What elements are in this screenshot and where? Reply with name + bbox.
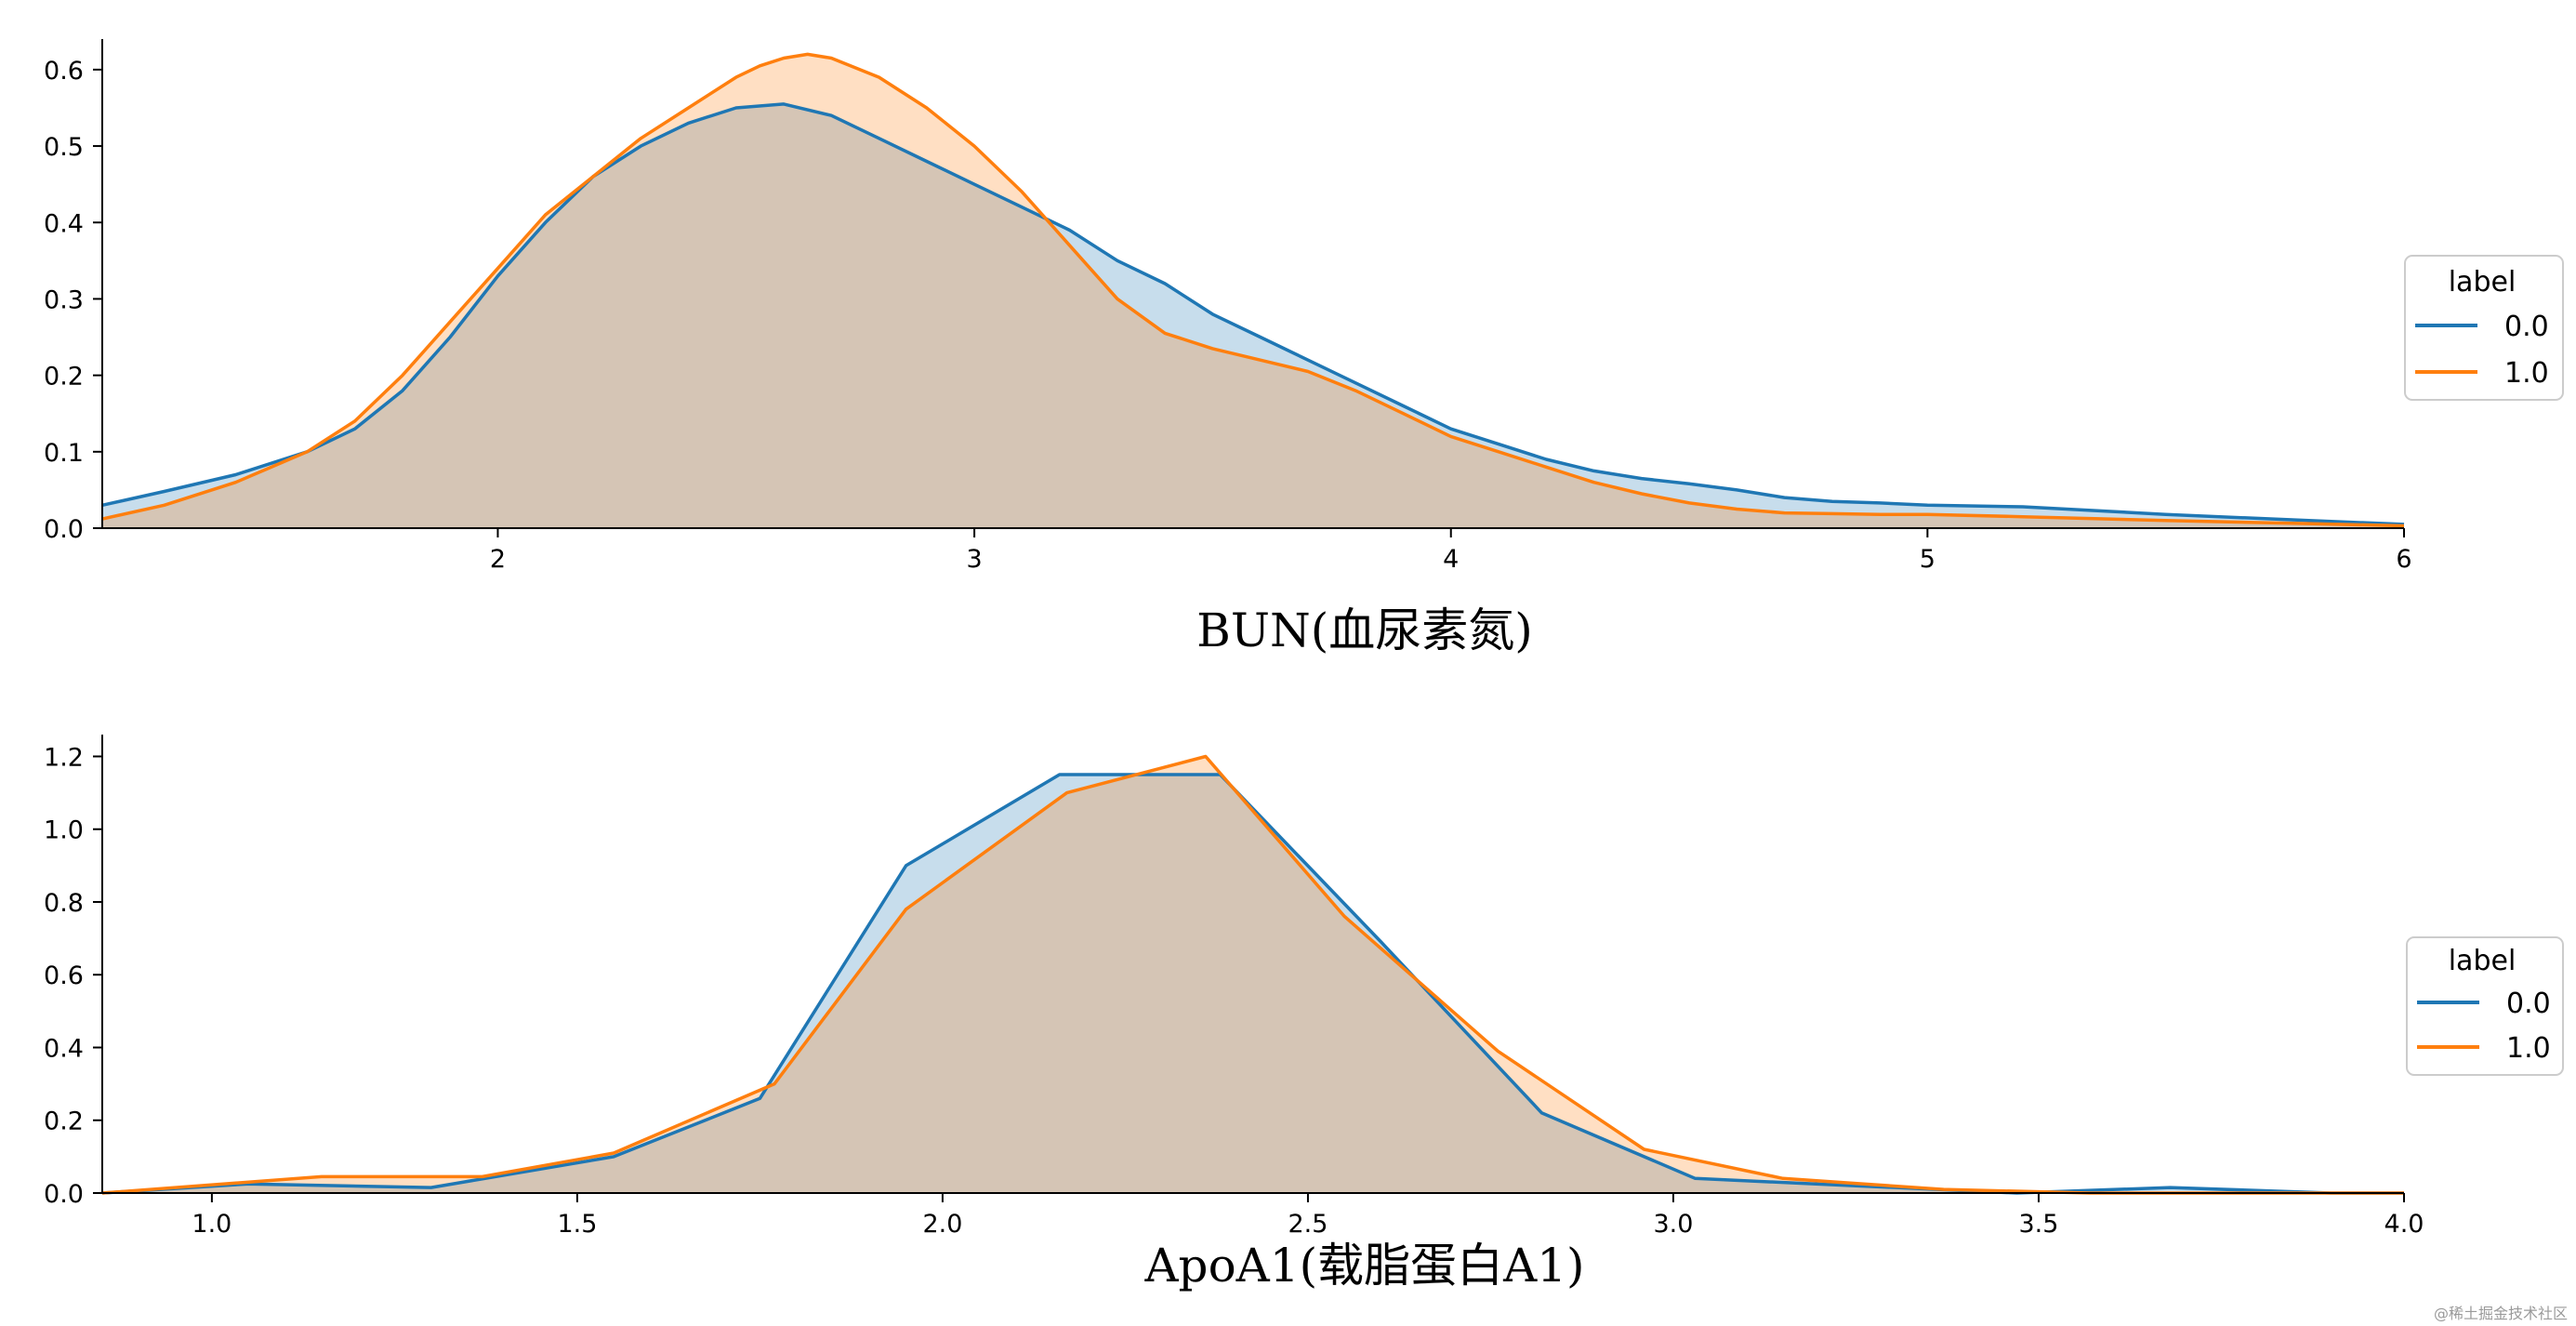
bun-line-series-1	[101, 52, 2405, 528]
bun-line-series-0	[101, 102, 2405, 526]
bun-legend: label 0.0 1.0	[2404, 255, 2564, 401]
bun-y-tick-label: 0.5	[44, 133, 84, 162]
bun-legend-entry-1: 1.0	[2504, 357, 2549, 390]
apoa1-x-tick-label: 2.0	[922, 1210, 962, 1239]
apoa1-y-tick-label: 0.4	[44, 1034, 84, 1063]
apoa1-legend-title: label	[2449, 945, 2517, 977]
apoa1-y-tick-label: 0.8	[44, 889, 84, 918]
apoa1-x-tick-label: 3.5	[2019, 1210, 2059, 1239]
bun-density-lines	[101, 52, 2405, 528]
apoa1-area-series-0	[102, 775, 2404, 1193]
apoa1-density-lines	[101, 754, 2404, 1195]
bun-legend-title: label	[2449, 266, 2517, 298]
apoa1-legend-entry-1: 1.0	[2506, 1032, 2551, 1065]
apoa1-y-tick-label: 0.6	[44, 961, 84, 990]
apoa1-y-ticks: 0.0 0.2 0.4 0.6 0.8 1.0 1.2	[44, 743, 102, 1209]
apoa1-y-tick-label: 0.2	[44, 1107, 84, 1136]
bun-density-panel: 2 3 4 5 6 0.0 0.1 0.2 0.3 0.4 0.5 0.6 BUN(血尿素氮) la…	[44, 39, 2564, 657]
bun-x-tick-label: 5	[1920, 545, 1935, 574]
bun-y-tick-label: 0.4	[44, 209, 84, 238]
bun-y-tick-label: 0.0	[44, 515, 84, 544]
apoa1-x-tick-label: 1.5	[557, 1210, 597, 1239]
bun-y-tick-label: 0.3	[44, 285, 84, 314]
apoa1-x-axis-label: ApoA1(载脂蛋白A1)	[1143, 1239, 1584, 1293]
bun-x-tick-label: 3	[967, 545, 983, 574]
bun-x-ticks: 2 3 4 5 6	[490, 528, 2412, 574]
apoa1-area-series-1	[102, 756, 2404, 1193]
bun-x-tick-label: 4	[1443, 545, 1459, 574]
apoa1-legend: label 0.0 1.0	[2406, 936, 2564, 1076]
apoa1-y-tick-label: 1.2	[44, 743, 84, 772]
bun-y-tick-label: 0.2	[44, 363, 84, 391]
apoa1-density-panel: 1.0 1.5 2.0 2.5 3.0 3.5 4.0 0.0 0.2 0.4 0.6 0.8 1.0…	[44, 735, 2564, 1293]
bun-x-axis-label: BUN(血尿素氮)	[1196, 603, 1533, 657]
apoa1-y-tick-label: 0.0	[44, 1180, 84, 1209]
bun-x-tick-label: 2	[490, 545, 506, 574]
bun-area-series-1	[102, 54, 2404, 529]
apoa1-x-tick-label: 2.5	[1288, 1210, 1328, 1239]
bun-y-tick-label: 0.1	[44, 439, 84, 468]
apoa1-x-tick-label: 3.0	[1653, 1210, 1693, 1239]
apoa1-y-tick-label: 1.0	[44, 816, 84, 845]
apoa1-legend-entry-0: 0.0	[2506, 988, 2551, 1020]
apoa1-line-series-0	[101, 773, 2404, 1195]
apoa1-line-series-1	[101, 754, 2404, 1195]
bun-legend-box	[2404, 255, 2564, 401]
bun-area-series-0	[102, 103, 2404, 529]
bun-y-tick-label: 0.6	[44, 57, 84, 86]
bun-x-tick-label: 6	[2396, 545, 2411, 574]
bun-legend-entry-0: 0.0	[2504, 311, 2549, 343]
bun-density-areas	[102, 54, 2404, 529]
apoa1-density-areas	[102, 756, 2404, 1193]
apoa1-x-tick-label: 4.0	[2384, 1210, 2424, 1239]
watermark-text: @稀土掘金技术社区	[2434, 1305, 2568, 1322]
bun-y-ticks: 0.0 0.1 0.2 0.3 0.4 0.5 0.6	[44, 57, 102, 544]
apoa1-x-tick-label: 1.0	[192, 1210, 231, 1239]
apoa1-x-ticks: 1.0 1.5 2.0 2.5 3.0 3.5 4.0	[192, 1193, 2424, 1239]
apoa1-legend-box	[2406, 936, 2564, 1076]
